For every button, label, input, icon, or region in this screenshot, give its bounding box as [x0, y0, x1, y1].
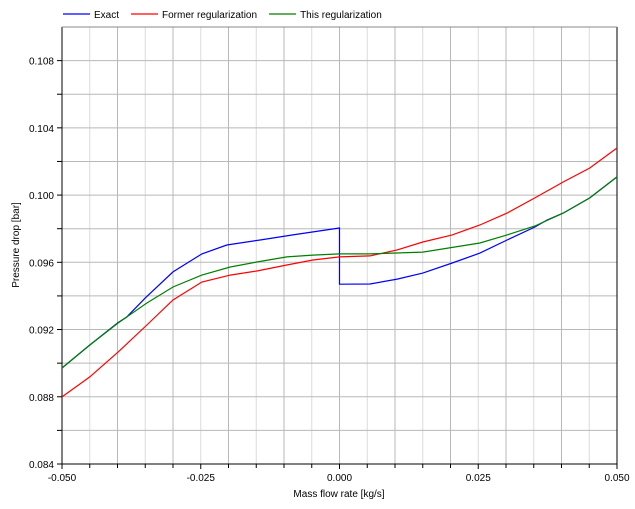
x-tick-label: 0.050: [604, 473, 629, 484]
x-tick-label: 0.025: [466, 473, 491, 484]
x-tick-label: 0.000: [327, 473, 352, 484]
y-tick-label: 0.096: [29, 258, 54, 269]
legend: Exact Former regularization This regulariz…: [63, 10, 382, 21]
series-lines: [61, 147, 618, 398]
y-tick-label: 0.084: [29, 460, 54, 471]
y-tick-label: 0.104: [29, 124, 54, 135]
axes: -0.050 -0.025 0.000 0.025 0.050 0.084 0.088 0.0…: [29, 26, 630, 484]
series-line-former-regularization: [61, 147, 618, 398]
y-tick-label: 0.088: [29, 393, 54, 404]
x-tick-label: -0.025: [187, 473, 216, 484]
x-axis-label: Mass flow rate [kg/s]: [293, 489, 384, 500]
legend-label: This regularization: [300, 10, 382, 21]
legend-label: Exact: [94, 10, 119, 21]
y-axis-label: Pressure drop [bar]: [11, 202, 22, 288]
y-tick-label: 0.100: [29, 191, 54, 202]
series-line-this-regularization: [61, 176, 618, 369]
y-tick-label: 0.092: [29, 326, 54, 337]
legend-label: Former regularization: [162, 10, 257, 21]
x-tick-label: -0.050: [48, 473, 77, 484]
y-tick-label: 0.108: [29, 57, 54, 68]
